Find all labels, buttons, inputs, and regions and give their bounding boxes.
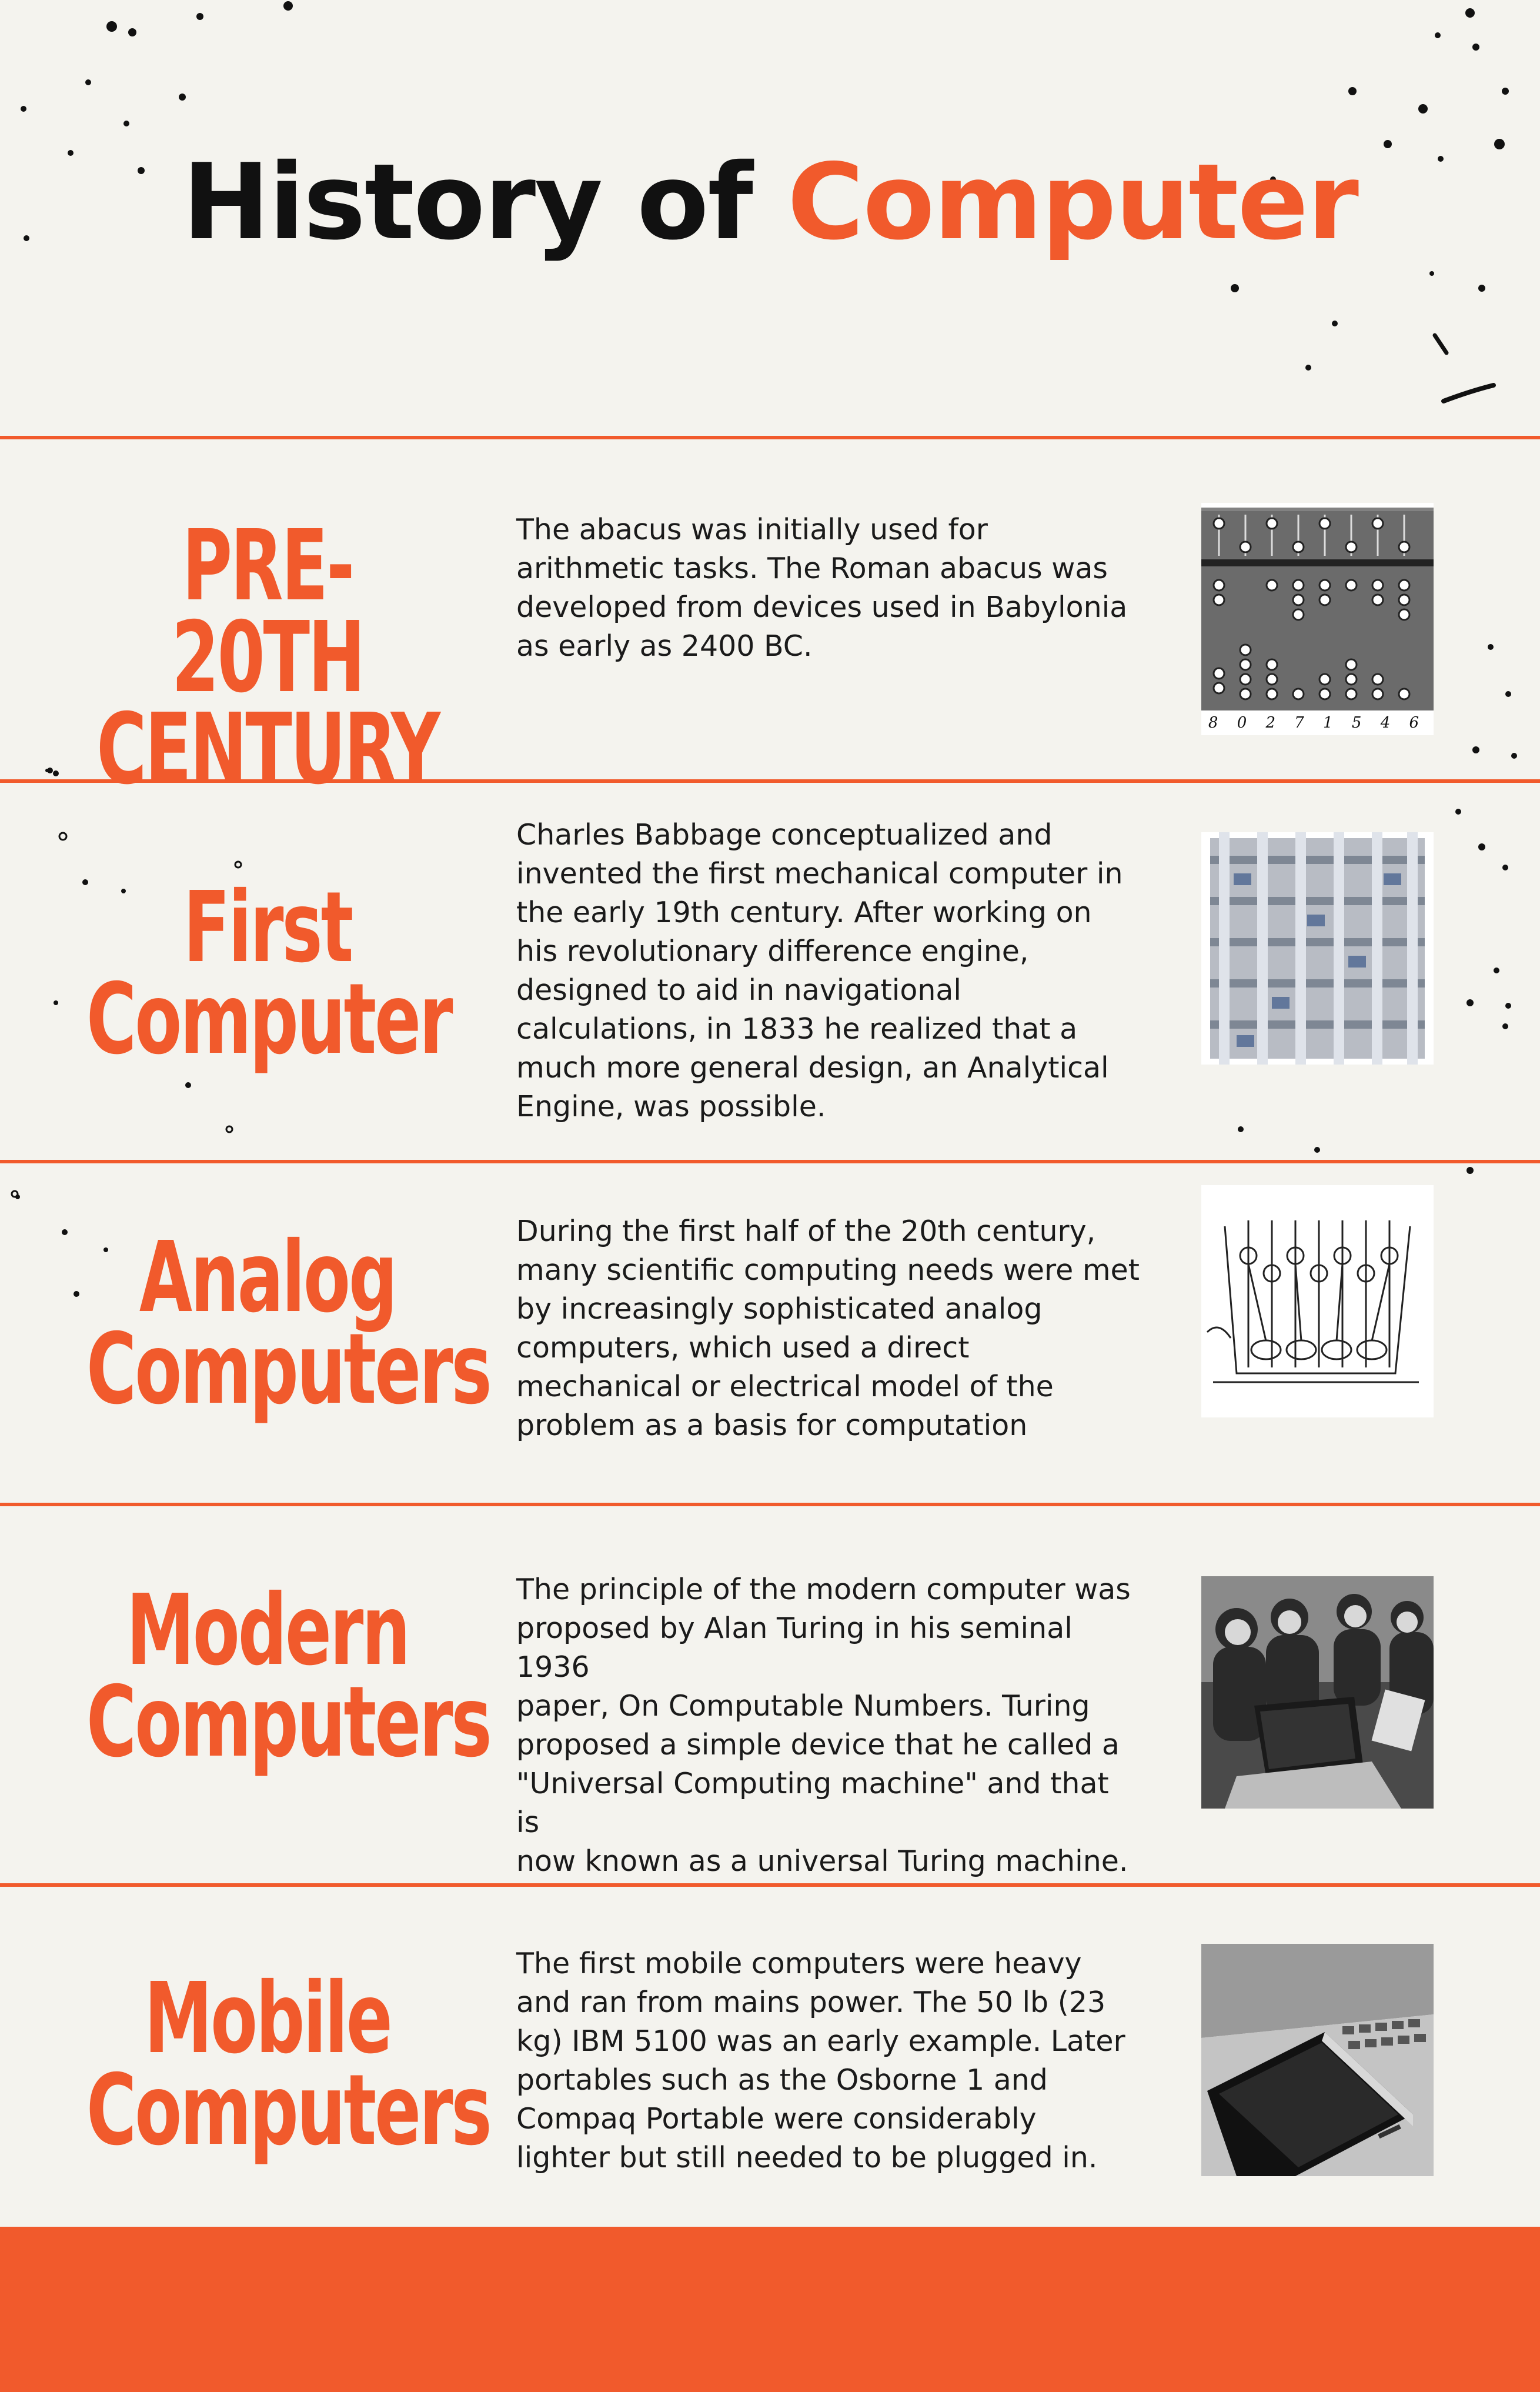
divider <box>0 1883 1540 1887</box>
divider <box>0 436 1540 439</box>
section-description: During the first half of the 20th centur… <box>516 1215 1140 1442</box>
section-description: Charles Babbage conceptualized and inven… <box>516 818 1123 1123</box>
divider <box>0 1503 1540 1506</box>
abacus-caption: 8 0 2 7 1 5 4 6 <box>1208 714 1426 732</box>
analog-machine-image <box>1201 1185 1434 1417</box>
section-heading: Analog Computers <box>86 1221 492 1427</box>
title-part-1: History of <box>182 141 753 263</box>
section-heading: Modern Computers <box>86 1574 492 1780</box>
laptop-and-phone-image <box>1201 1944 1434 2176</box>
section-heading: PRE-20TH CENTURY <box>96 509 440 807</box>
people-with-laptops-image <box>1201 1576 1434 1809</box>
divider <box>0 1160 1540 1163</box>
footer-band <box>0 2227 1540 2392</box>
difference-engine-image <box>1201 832 1434 1065</box>
section-heading: Mobile Computers <box>86 1962 492 2168</box>
section-description: The first mobile computers were heavy an… <box>516 1947 1125 2174</box>
divider <box>0 779 1540 783</box>
page-title: History of Computer <box>0 150 1540 255</box>
title-part-2: Computer <box>787 141 1359 263</box>
section-heading: First Computer <box>86 871 453 1077</box>
section-description: The abacus was initially used for arithm… <box>516 513 1128 663</box>
section-description: The principle of the modern computer was… <box>516 1573 1131 1878</box>
abacus-image: 8 0 2 7 1 5 4 6 <box>1201 503 1434 735</box>
